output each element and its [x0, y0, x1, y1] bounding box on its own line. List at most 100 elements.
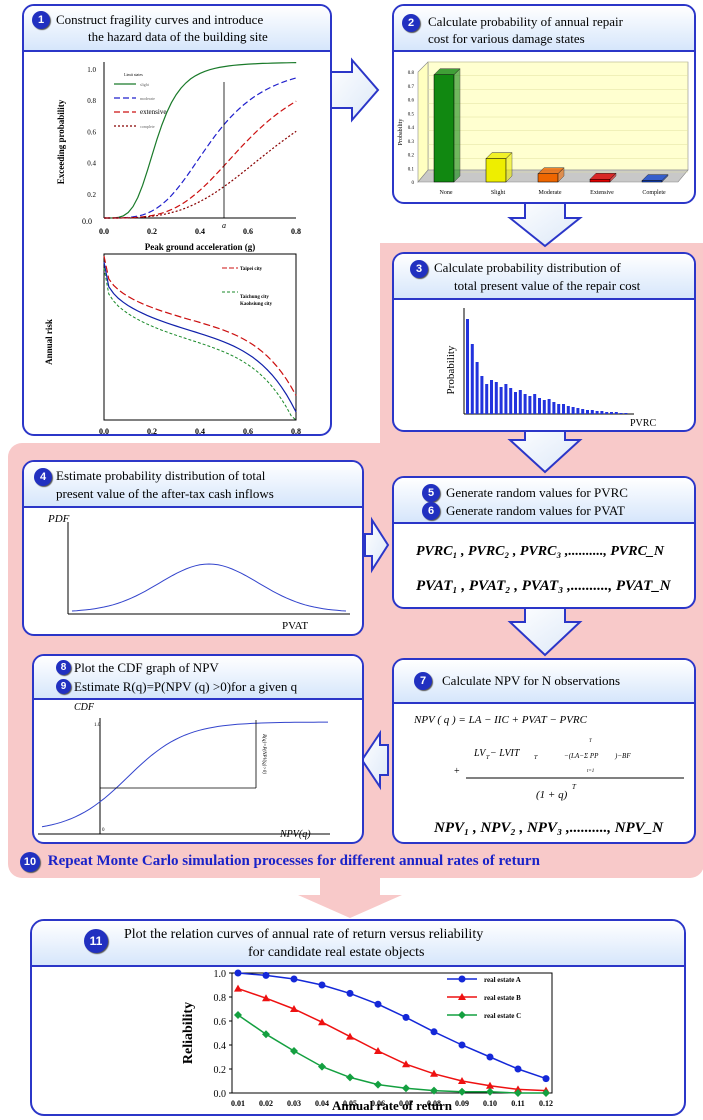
chart3-bar: [605, 412, 609, 414]
chart2-y-tick: 0.6: [408, 99, 415, 104]
chart11-x-tick: 0.04: [315, 1099, 329, 1108]
chart11-legend-label: real estate A: [484, 976, 521, 984]
step8-9-box: 8 Plot the CDF graph of NPV 9 Estimate R…: [32, 654, 364, 844]
chart2-y-tick: 0.2: [408, 154, 415, 159]
chart11-y-tick: 1.0: [214, 969, 227, 980]
chart3-y-label: Probability: [445, 345, 457, 394]
chart11-point: [514, 1065, 522, 1073]
chart11-point: [318, 1018, 326, 1026]
damage-state-bar-chart: 0 0.1 0.2 0.3 0.4 0.5 0.6 0.7 0.8 Probability None…: [398, 61, 689, 196]
chart3-bar: [576, 408, 580, 414]
chart3-bar: [470, 344, 474, 414]
npv-num-bigsum: −(LA−Σ PP: [564, 752, 599, 760]
step7-text: Calculate NPV for N observations: [442, 673, 621, 688]
chart11-point: [402, 1013, 410, 1021]
chart11-point: [346, 1032, 354, 1040]
fragility-x-tick: 0.4: [195, 227, 205, 236]
chart11-x-tick: 0.10: [483, 1099, 497, 1108]
chart11-point: [430, 1086, 438, 1095]
chart11-x-tick: 0.09: [455, 1099, 469, 1108]
chart11-point: [262, 994, 270, 1002]
step4-title-line2: present value of the after-tax cash infl…: [56, 486, 274, 501]
step4-number: 4: [34, 468, 52, 486]
npv-denom: (1 + q): [536, 789, 568, 801]
chart3-bar: [475, 362, 479, 414]
fragility-legend-moderate: moderate: [140, 96, 155, 101]
fragility-curve-extensive: [104, 100, 297, 219]
fragility-curve-slight: [104, 62, 297, 219]
step8-9-header: 8 Plot the CDF graph of NPV 9 Estimate R…: [34, 656, 362, 700]
chart11-point: [262, 1030, 270, 1039]
step2-header: 2 Calculate probability of annual repair…: [394, 6, 694, 52]
chart3-bar: [528, 396, 532, 414]
fragility-curve-complete: [104, 130, 297, 219]
step10-row: 10 Repeat Monte Carlo simulation process…: [20, 852, 540, 872]
step2-box: 2 Calculate probability of annual repair…: [392, 4, 696, 204]
npv-cdf-plot: CDF 1.0 0 NPV(q) R(q)=P(NPV(q)>0): [38, 702, 330, 840]
chart2-x-tick: Complete: [642, 190, 666, 196]
fragility-x-tick: 0.8: [291, 227, 301, 236]
chart2-bar-side: [505, 152, 513, 183]
hazard-curve-kaohsiung: [103, 267, 297, 421]
chart5-y-tick: 1.0: [94, 723, 101, 728]
chart11-x-tick: 0.03: [287, 1099, 301, 1108]
chart2-side-wall: [417, 61, 429, 183]
chart3-bar: [490, 380, 493, 414]
chart11-point: [290, 1047, 298, 1055]
fragility-legend-extensive: extensive: [140, 108, 166, 116]
chart11-point: [402, 1084, 410, 1093]
step3-title-line1: Calculate probability distribution of: [434, 260, 621, 275]
step4-header: 4 Estimate probability distribution of t…: [24, 462, 362, 508]
chart3-bar: [542, 400, 546, 414]
chart11-point: [318, 981, 326, 989]
chart11-point: [402, 1060, 410, 1068]
chart11-x-tick: 0.01: [231, 1099, 245, 1108]
chart4-y-label: PDF: [47, 513, 70, 525]
chart3-bar: [562, 404, 565, 414]
chart4-x-label: PVAT: [282, 620, 308, 632]
hazard-x-tick: 0.6: [243, 427, 253, 436]
hazard-frame: [103, 253, 297, 421]
step4-title-line1: Estimate probability distribution of tot…: [56, 468, 266, 483]
chart3-bar: [610, 412, 613, 414]
chart2-x-tick: Moderate: [539, 190, 562, 196]
chart11-point: [514, 1085, 522, 1093]
chart11-point: [374, 1080, 382, 1089]
hazard-legend-taipei: Taipei city: [240, 267, 263, 272]
step5-6-header: 5 Generate random values for PVRC 6 Gene…: [394, 478, 694, 524]
chart3-bar: [494, 382, 498, 414]
chart3-bar: [624, 413, 628, 414]
hazard-legend-kaohsiung: Kaohsiung city: [240, 302, 273, 307]
chart5-x-label: NPV(q): [279, 829, 311, 840]
npv-plus: +: [454, 766, 460, 777]
chart3-bar: [480, 376, 484, 414]
chart4-pdf-curve: [71, 563, 347, 612]
chart2-bar-side: [557, 167, 565, 183]
fragility-y-tick: 0.8: [87, 97, 96, 105]
chart11-legend-marker: [458, 1011, 466, 1019]
chart3-x-label: PVRC: [630, 418, 656, 429]
chart2-x-tick: None: [440, 190, 453, 196]
chart11-point: [346, 989, 354, 997]
chart11-point: [486, 1053, 494, 1061]
chart3-bar: [590, 410, 594, 414]
arrow-3-to-5: [507, 424, 583, 474]
chart11-y-tick: 0.6: [214, 1017, 227, 1028]
chart11-point: [374, 1000, 382, 1008]
chart11-y-tick: 0.2: [214, 1065, 227, 1076]
chart3-bar: [600, 411, 604, 414]
hazard-x-tick: 0.4: [195, 427, 205, 436]
chart11-point: [514, 1089, 522, 1097]
chart3-bar: [566, 406, 570, 414]
step5-6-box: 5 Generate random values for PVRC 6 Gene…: [392, 476, 696, 609]
chart11-point: [374, 1047, 382, 1054]
chart3-bar: [509, 388, 513, 414]
fragility-legend-title: Limit states: [124, 72, 143, 77]
pvat-series-text: PVAT₁ , PVAT₂ , PVAT₃ ,.........., PVAT_…: [416, 578, 671, 594]
chart11-frame: [231, 972, 553, 1094]
chart11-legend-marker: [458, 975, 466, 983]
step9-number: 9: [56, 679, 71, 694]
step2-title-line1: Calculate probability of annual repair: [428, 14, 623, 29]
hazard-x-tick: 0.8: [291, 427, 301, 436]
